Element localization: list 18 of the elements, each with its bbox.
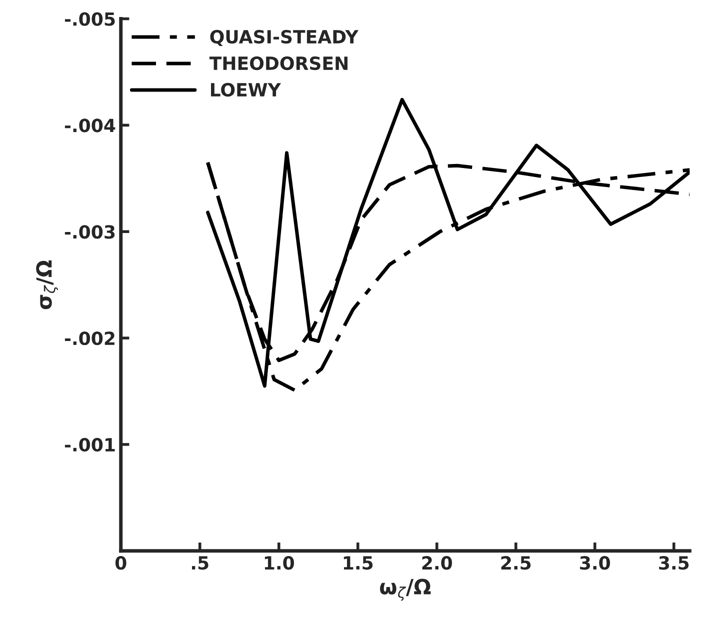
- x-tick-label: 1.5: [344, 556, 373, 570]
- x-tick-label: 3.5: [659, 556, 689, 570]
- x-tick-label: .5: [192, 556, 208, 570]
- y-axis-title: σ$_{ζ}$/Ω: [36, 260, 58, 310]
- x-tick-label: 1.0: [264, 556, 294, 570]
- y-tick-label: -.005: [64, 12, 115, 26]
- legend-label: QUASI-STEADY: [210, 30, 359, 46]
- x-tick-label: 2.0: [422, 556, 452, 570]
- y-tick-label: -.001: [64, 438, 115, 452]
- x-tick-label: 0: [115, 556, 126, 570]
- legend-label: LOEWY: [211, 82, 282, 97]
- x-tick-label: 3.0: [580, 556, 610, 570]
- y-tick-label: -.002: [64, 332, 114, 346]
- legend-label: THEODORSEN: [209, 56, 348, 70]
- x-tick-label: 2.5: [501, 556, 531, 570]
- y-tick-label: -.003: [64, 225, 115, 239]
- y-tick-label: -.004: [64, 118, 116, 132]
- x-axis-title: ω$_{ζ}$/Ω: [380, 578, 431, 601]
